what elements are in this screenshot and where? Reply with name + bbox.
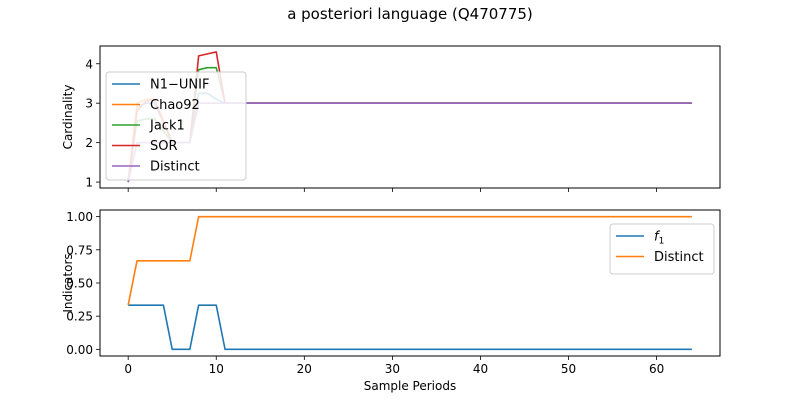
x-tick-label: 20 <box>297 362 312 376</box>
x-tick-label: 30 <box>385 362 400 376</box>
legend-label: SOR <box>150 139 178 154</box>
y-tick-label: 0.50 <box>66 277 93 291</box>
y-tick-label: 1 <box>85 176 93 190</box>
legend-label: N1−UNIF <box>150 78 209 93</box>
x-tick-label: 60 <box>649 362 664 376</box>
y-tick-label: 2 <box>85 136 93 150</box>
y-axis-label: Indicators <box>61 253 75 312</box>
x-axis-label: Sample Periods <box>364 379 456 393</box>
y-tick-label: 1.00 <box>66 210 93 224</box>
y-tick-label: 3 <box>85 97 93 111</box>
figure-title: a posteriori language (Q470775) <box>287 5 533 23</box>
legend-box <box>105 71 247 181</box>
y-tick-label: 4 <box>85 57 93 71</box>
y-axis-label: Cardinality <box>61 85 75 150</box>
y-tick-label: 0.00 <box>66 343 93 357</box>
legend: N1−UNIF Chao92 Jack1 SOR Distinct <box>105 71 247 181</box>
series-line-2 <box>127 215 692 306</box>
legend-label: Chao92 <box>150 98 200 113</box>
legend-label: Distinct <box>654 250 704 265</box>
series-line-1 <box>128 304 692 351</box>
chart-panel-1: 1 2 3 4 Cardinality N1−UNIF Chao92 Jack1 SOR Dist… <box>61 45 721 192</box>
chart-panel-2: 0 10 20 30 40 50 60 0.00 0.25 0.50 0.75 1.00 Indicat… <box>61 209 721 393</box>
x-tick-label: 50 <box>561 362 576 376</box>
y-tick-label: 0.25 <box>66 310 93 324</box>
legend: f1 Distinct <box>609 223 715 275</box>
x-tick-label: 40 <box>473 362 488 376</box>
legend-label: f1 <box>654 230 664 247</box>
y-tick-label: 0.75 <box>66 243 93 257</box>
x-tick-label: 0 <box>124 362 132 376</box>
legend-label: Jack1 <box>149 119 185 134</box>
legend-box <box>609 223 715 275</box>
x-tick-label: 10 <box>209 362 224 376</box>
axes-frame <box>99 45 721 189</box>
legend-label: Distinct <box>150 160 200 175</box>
